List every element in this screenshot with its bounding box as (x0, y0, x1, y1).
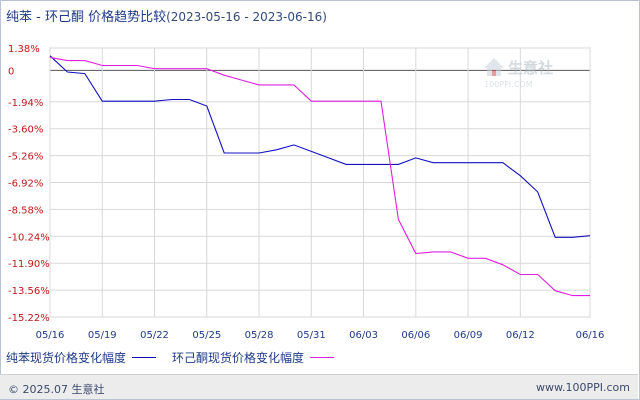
x-tick-label: 05/19 (88, 330, 117, 341)
series-line-benzene (49, 55, 591, 238)
footer-copyright: © 2025.07 生意社 (8, 383, 105, 396)
y-axis-ticks: 1.38% 0 -1.94% -3.60% -5.26% -6.92% -8.58% -10.… (8, 44, 50, 324)
house-logo-door-icon (492, 70, 496, 76)
y-tick-label: -13.56% (8, 286, 50, 297)
x-tick-label: 06/06 (401, 330, 430, 341)
legend-label-benzene: 纯苯现货价格变化幅度 (6, 350, 127, 365)
watermark: 生意社 100PPI.COM (484, 58, 553, 89)
x-tick-label: 06/09 (454, 330, 483, 341)
x-tick-label: 05/16 (36, 330, 65, 341)
grid-lines (49, 47, 591, 318)
legend-label-cyclohexanone: 环己酮现货价格变化幅度 (172, 350, 305, 365)
series-lines (49, 55, 591, 297)
x-tick-label: 05/31 (297, 330, 326, 341)
y-tick-label: 1.38% (8, 44, 40, 55)
watermark-url: 100PPI.COM (484, 80, 533, 89)
watermark-brand: 生意社 (508, 59, 553, 77)
x-tick-label: 06/12 (506, 330, 535, 341)
x-tick-label: 05/22 (140, 330, 169, 341)
legend-swatch-benzene (132, 356, 157, 358)
y-tick-label: -11.90% (8, 259, 50, 270)
house-logo-icon (484, 58, 504, 76)
x-tick-label: 05/25 (192, 330, 221, 341)
y-tick-label: -1.94% (8, 98, 43, 109)
y-tick-label: -3.60% (8, 125, 43, 136)
chart-title-main: 纯苯 - 环己酮 价格趋势比较 (6, 10, 167, 25)
chart-title-dates: (2023-05-16 - 2023-06-16) (166, 10, 327, 24)
y-tick-label: -5.26% (8, 152, 43, 163)
x-tick-label: 06/16 (576, 330, 605, 341)
y-tick-label: 0 (8, 66, 14, 77)
y-tick-label: -8.58% (8, 205, 43, 216)
chart-title: 纯苯 - 环己酮 价格趋势比较(2023-05-16 - 2023-06-16) (6, 6, 327, 25)
footer-bar: © 2025.07 生意社 www.100PPI.com (0, 374, 638, 399)
x-tick-label: 05/28 (245, 330, 274, 341)
x-tick-label: 06/03 (349, 330, 378, 341)
x-axis-ticks: 05/16 05/19 05/22 05/25 05/28 05/31 06/03 06/06… (36, 330, 605, 341)
y-tick-label: -6.92% (8, 179, 43, 190)
legend-swatch-cyclohexanone (310, 356, 335, 358)
series-line-cyclohexanone (49, 56, 590, 297)
legend: 纯苯现货价格变化幅度 环己酮现货价格变化幅度 (6, 348, 350, 366)
footer-site-link[interactable]: www.100PPI.com (536, 381, 630, 394)
y-tick-label: -10.24% (8, 232, 50, 243)
y-tick-label: -15.22% (8, 313, 50, 324)
